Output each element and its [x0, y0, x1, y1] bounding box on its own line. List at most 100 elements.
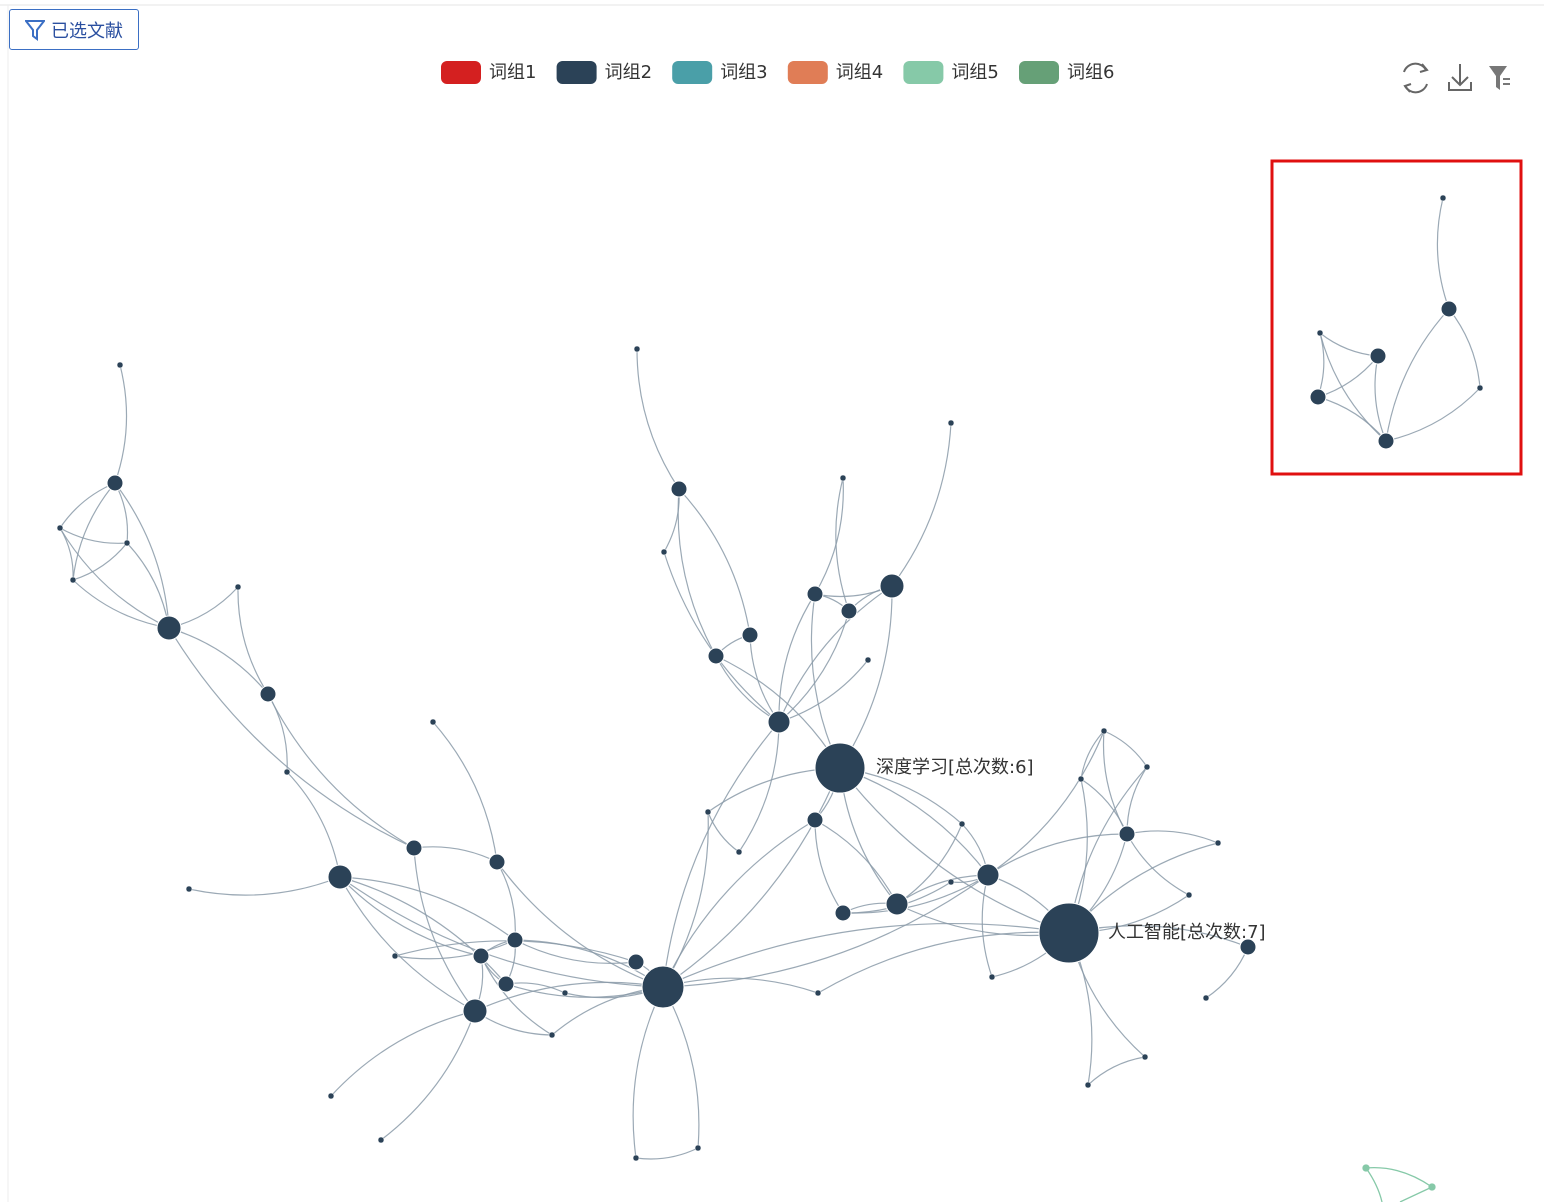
edge [1080, 730, 1105, 780]
edge [778, 593, 816, 723]
node [1185, 891, 1193, 899]
node [56, 524, 64, 532]
edge [814, 819, 898, 905]
edge [981, 874, 993, 978]
node [632, 1154, 640, 1162]
node [1038, 902, 1100, 964]
node [1118, 825, 1136, 843]
node [377, 1136, 385, 1144]
node [864, 656, 872, 664]
edge [707, 811, 740, 853]
node [958, 820, 966, 828]
legend-label: 词组6 [1067, 62, 1114, 83]
node [1239, 938, 1257, 956]
node [156, 615, 182, 641]
edge [814, 819, 844, 914]
legend-label: 词组4 [836, 62, 883, 83]
edge [330, 1010, 476, 1097]
edge [663, 488, 680, 553]
edge [662, 819, 816, 988]
edge [1448, 308, 1481, 389]
edge [738, 721, 780, 853]
download-icon[interactable] [1448, 64, 1472, 91]
legend-swatch [672, 61, 713, 84]
edge [339, 876, 507, 985]
node [879, 573, 905, 599]
node [627, 953, 645, 971]
node [1143, 763, 1151, 771]
edge [267, 693, 415, 849]
edge [1126, 833, 1190, 896]
node [741, 626, 759, 644]
legend-label: 词组3 [720, 62, 767, 83]
edge [662, 874, 989, 988]
node [988, 973, 996, 981]
edge [632, 986, 664, 1159]
legend-swatch [1019, 61, 1059, 84]
edge [339, 876, 664, 988]
node [234, 583, 242, 591]
edge [842, 874, 989, 914]
edge [1317, 355, 1379, 398]
partial-cluster [1362, 1164, 1436, 1202]
edge [339, 876, 482, 957]
node [497, 975, 515, 993]
edge [188, 876, 341, 896]
node [472, 947, 490, 965]
edge [662, 811, 709, 988]
toolbox [1403, 62, 1510, 94]
edge [59, 482, 116, 529]
node [1440, 300, 1458, 318]
edge [59, 527, 170, 629]
node [123, 539, 131, 547]
node [488, 853, 506, 871]
node [405, 839, 423, 857]
edge [987, 833, 1128, 876]
filter-icon[interactable] [1489, 66, 1510, 90]
node [839, 474, 847, 482]
edge [1080, 778, 1128, 835]
edge [662, 767, 841, 988]
node [429, 718, 437, 726]
node [1309, 388, 1327, 406]
node [1084, 1081, 1092, 1089]
legend-swatch [787, 61, 828, 84]
edge [432, 721, 498, 863]
edge [663, 551, 780, 723]
node [767, 710, 791, 734]
edge [514, 939, 637, 964]
legend-swatch [903, 61, 944, 84]
node [259, 685, 277, 703]
legend-label: 词组5 [951, 62, 998, 83]
node [283, 768, 291, 776]
edge [891, 422, 952, 587]
edge [1126, 766, 1148, 835]
node [1214, 839, 1222, 847]
node [1369, 347, 1387, 365]
edge [339, 876, 516, 941]
node-label: 人工智能[总次数:7] [1108, 922, 1266, 943]
node [1377, 432, 1395, 450]
node [1316, 329, 1324, 337]
node [947, 878, 955, 886]
edge [286, 771, 341, 878]
node [327, 864, 353, 890]
edge [168, 627, 415, 849]
node [1476, 384, 1484, 392]
node [947, 419, 955, 427]
node [506, 931, 524, 949]
filter-icon [25, 19, 45, 41]
edge [662, 986, 700, 1149]
refresh-icon[interactable] [1403, 62, 1429, 94]
legend-swatch [556, 61, 597, 84]
node [327, 1092, 335, 1100]
edge [677, 488, 717, 657]
node [707, 647, 725, 665]
edge [496, 861, 664, 988]
edge [394, 939, 516, 960]
button-text: 已选文献 [51, 20, 123, 42]
node [704, 808, 712, 816]
node [1439, 194, 1447, 202]
selected-docs-button[interactable]: 已选文献 [9, 9, 139, 50]
